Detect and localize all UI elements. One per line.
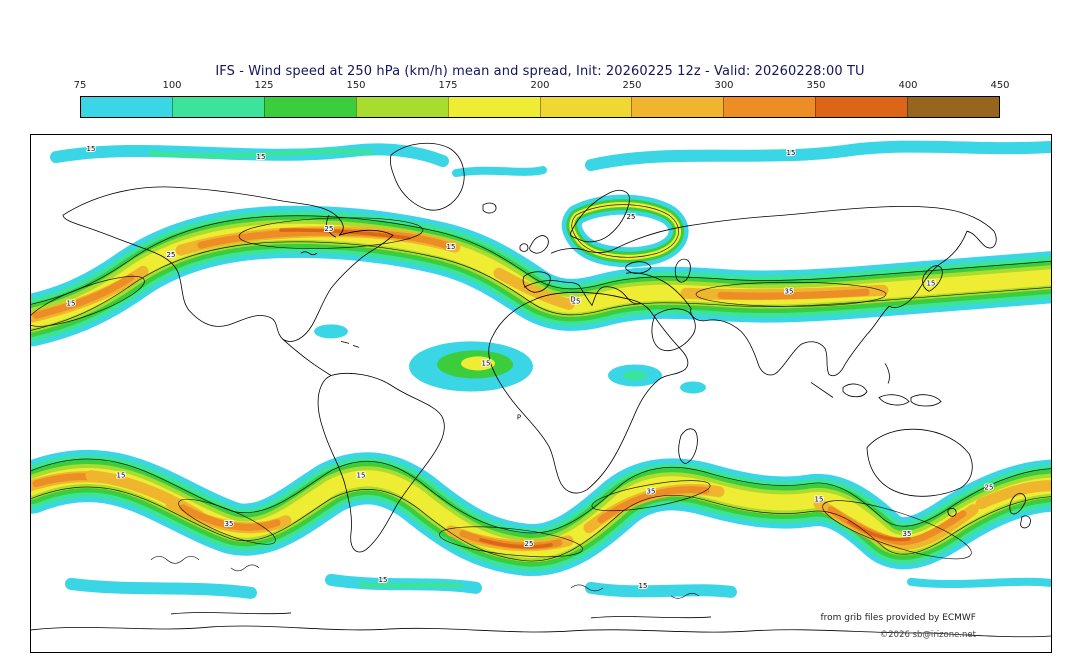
contour-label: 15: [572, 297, 581, 305]
contour-label: 15: [87, 145, 96, 153]
contour-label: D: [570, 295, 575, 303]
colorbar-tick: 350: [806, 80, 826, 91]
contour-label: 15: [787, 149, 796, 157]
contour-label: 15: [482, 359, 491, 367]
colorbar-segments: [80, 96, 1000, 118]
contour-label: 35: [225, 520, 234, 528]
colorbar-segment: [171, 97, 264, 117]
colorbar-ticks: 75 100 125 150 175 200 250 300 350 400 450: [74, 80, 1010, 94]
colorbar-segment: [263, 97, 356, 117]
contour-label: 35: [785, 287, 794, 295]
colorbar-segment: [539, 97, 632, 117]
contour-label: 25: [525, 540, 534, 548]
contour-label: 15: [815, 496, 824, 504]
colorbar-tick: 400: [898, 80, 918, 91]
colorbar-tick: 150: [346, 80, 366, 91]
colorbar-segment: [723, 97, 816, 117]
colorbar-tick: 300: [714, 80, 734, 91]
colorbar-tick: 75: [73, 80, 87, 91]
contour-label: 25: [167, 251, 176, 259]
credit-ecmwf: from grib files provided by ECMWF: [821, 613, 976, 623]
contour-lines: [31, 204, 1051, 599]
colorbar-segment: [81, 97, 172, 117]
colorbar-segment: [907, 97, 1000, 117]
contour-label: 15: [639, 582, 648, 590]
contour-label: P: [517, 414, 521, 422]
credit-copyright: ©2026 sb@irizone.net: [880, 630, 977, 640]
colorbar-tick: 175: [438, 80, 458, 91]
contour-label: 35: [647, 488, 656, 496]
colorbar-tick: 450: [990, 80, 1010, 91]
jet-stream-bands: [31, 140, 1051, 599]
colorbar-tick: 200: [530, 80, 550, 91]
colorbar-tick: 100: [162, 80, 182, 91]
colorbar-tick: 125: [254, 80, 274, 91]
contour-label: 25: [325, 225, 334, 233]
contour-label: 15: [67, 299, 76, 307]
colorbar-segment: [815, 97, 908, 117]
contour-label: 15: [357, 472, 366, 480]
colorbar-segment: [631, 97, 724, 117]
map-frame: 15 15 15 15 25 25 15 15 25 35 15 15 15 35 15 25 35 15 35 25…: [30, 134, 1052, 653]
coastlines: [31, 142, 1051, 638]
colorbar-tick: 250: [622, 80, 642, 91]
contour-label: 25: [985, 484, 994, 492]
contour-label: 15: [927, 279, 936, 287]
colorbar: 75 100 125 150 175 200 250 300 350 400 450: [74, 80, 1010, 122]
chart-title: IFS - Wind speed at 250 hPa (km/h) mean …: [215, 64, 865, 79]
contour-label: 15: [117, 472, 126, 480]
colorbar-segment: [355, 97, 448, 117]
contour-label: 15: [379, 576, 388, 584]
world-map: 15 15 15 15 25 25 15 15 25 35 15 15 15 35 15 25 35 15 35 25…: [31, 140, 1051, 640]
contour-label: 15: [447, 243, 456, 251]
contour-label: 35: [903, 530, 912, 538]
contour-labels: 15 15 15 15 25 25 15 15 25 35 15 15 15 35 15 25 35 15 35 25…: [66, 144, 995, 591]
contour-label: 15: [257, 153, 266, 161]
contour-label: 25: [627, 213, 636, 221]
colorbar-segment: [447, 97, 540, 117]
